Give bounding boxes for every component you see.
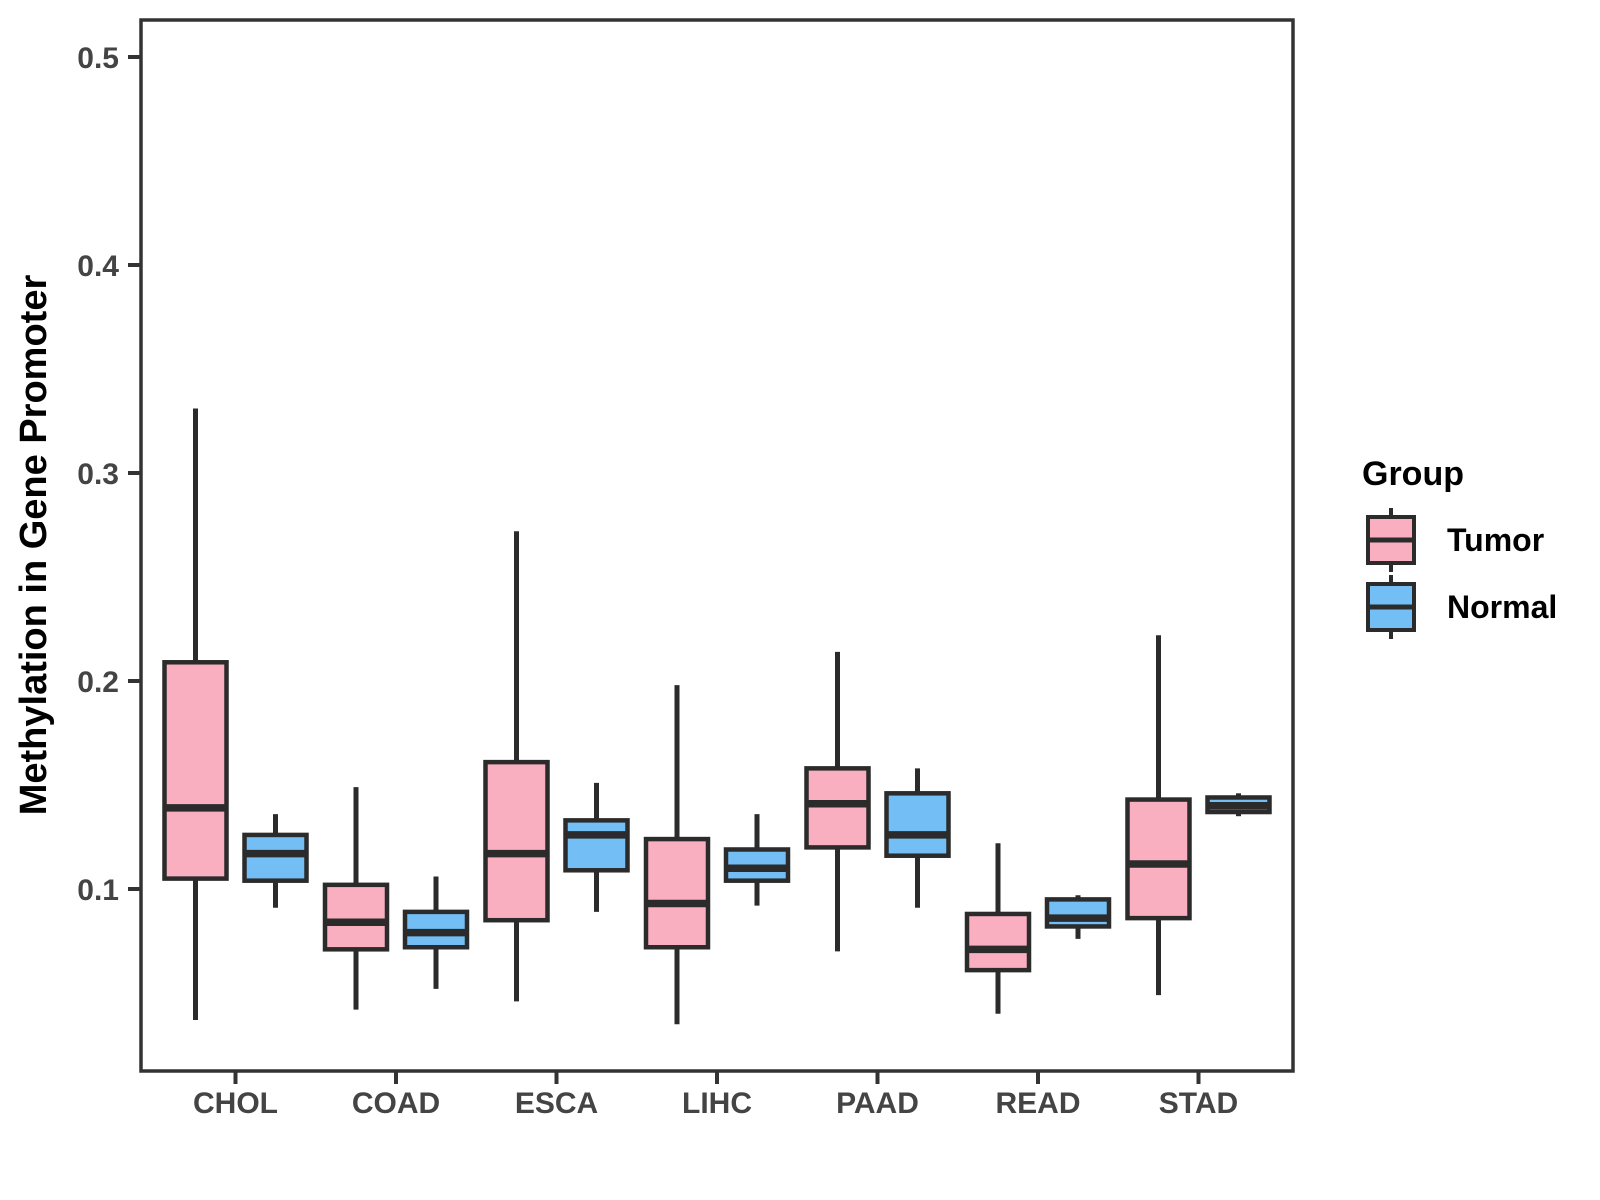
x-tick-label-READ: READ (995, 1087, 1080, 1120)
x-tick-label-STAD: STAD (1159, 1087, 1238, 1120)
x-tick-label-CHOL: CHOL (193, 1087, 278, 1120)
plot-panel (139, 18, 1295, 1073)
iqr-box (1044, 897, 1112, 929)
iqr-box (804, 766, 871, 850)
box-Normal-LIHC (723, 814, 791, 906)
y-tick-label: 0.4 (77, 250, 119, 283)
x-tick-label-ESCA: ESCA (515, 1087, 598, 1120)
box-Normal-PAAD (884, 768, 951, 908)
x-tick-label-LIHC: LIHC (682, 1087, 752, 1120)
y-axis-ticks: 0.1 0.2 0.3 0.4 0.5 (77, 42, 141, 907)
y-tick-label: 0.3 (77, 458, 119, 491)
box-Normal-READ (1044, 895, 1112, 939)
y-tick-label: 0.1 (77, 874, 119, 907)
box-Normal-COAD (402, 876, 470, 989)
x-tick-label-PAAD: PAAD (836, 1087, 919, 1120)
iqr-box (162, 660, 229, 881)
x-axis-ticks: CHOL COAD ESCA LIHC PAAD READ STAD (193, 1071, 1238, 1120)
box-Tumor-CHOL (162, 408, 229, 1021)
iqr-box (242, 832, 309, 883)
box-Tumor-LIHC (643, 685, 711, 1025)
legend-label-tumor: Tumor (1447, 522, 1544, 558)
y-tick-label: 0.2 (77, 666, 119, 699)
legend-title: Group (1362, 455, 1464, 493)
iqr-box (563, 818, 630, 873)
box-Tumor-ESCA (483, 531, 550, 1002)
iqr-box (643, 836, 711, 950)
y-tick-label: 0.5 (77, 42, 119, 75)
legend-key-normal: Normal (1366, 575, 1557, 639)
box-Normal-STAD (1205, 793, 1272, 817)
legend-key-tumor: Tumor (1366, 508, 1544, 572)
iqr-box (322, 882, 390, 952)
boxplot-boxes (162, 408, 1272, 1025)
y-axis-title: Methylation in Gene Promoter (13, 275, 55, 816)
iqr-box (483, 759, 550, 923)
iqr-box (884, 791, 951, 858)
iqr-box (1125, 797, 1192, 921)
box-Normal-CHOL (242, 814, 309, 908)
box-Normal-ESCA (563, 782, 630, 912)
box-Tumor-COAD (322, 787, 390, 1010)
box-Tumor-STAD (1125, 635, 1192, 996)
legend-label-normal: Normal (1447, 589, 1557, 625)
x-tick-label-COAD: COAD (352, 1087, 440, 1120)
box-Tumor-PAAD (804, 651, 871, 952)
box-Tumor-READ (964, 843, 1032, 1014)
legend: Group Tumor Normal (1362, 455, 1557, 639)
iqr-box (964, 911, 1032, 973)
